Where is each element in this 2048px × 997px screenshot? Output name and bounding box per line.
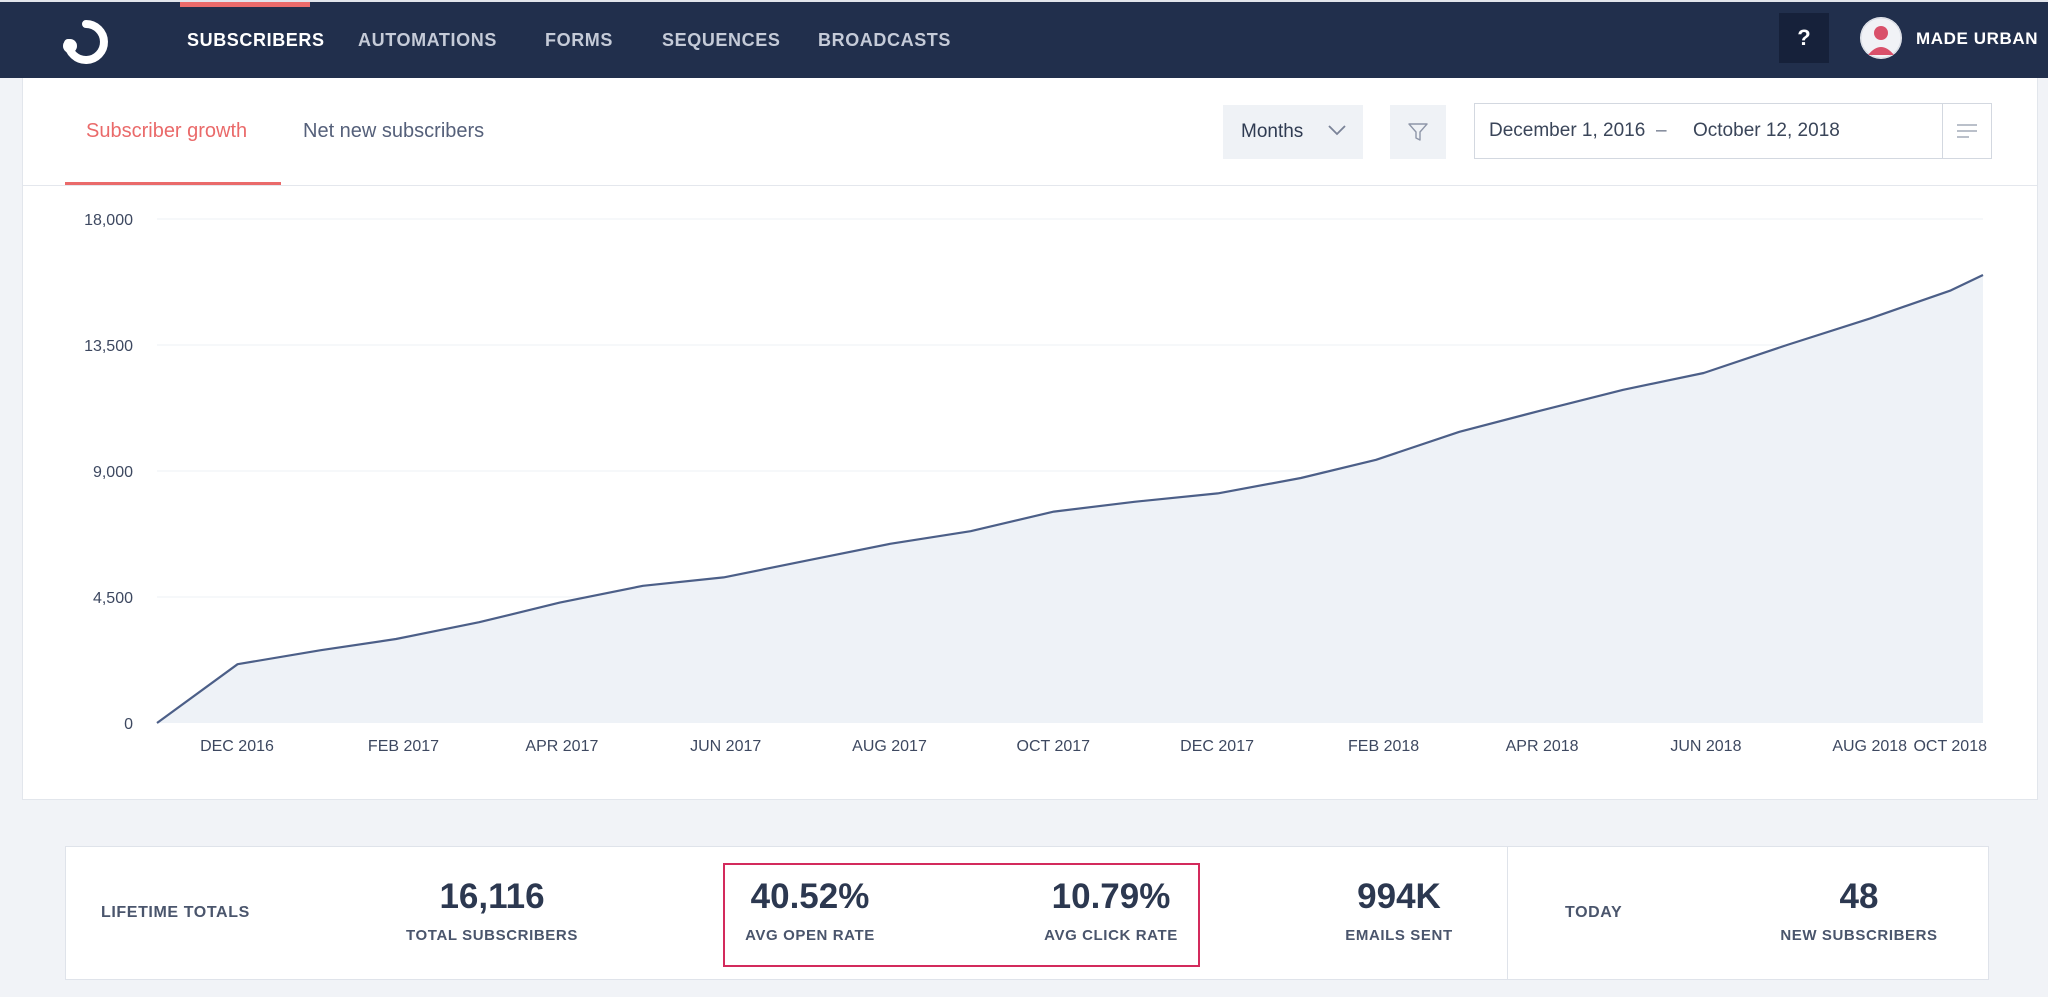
rate-highlight-box	[723, 863, 1200, 967]
y-tick-label: 13,500	[84, 338, 133, 355]
nav-sequences[interactable]: SEQUENCES	[662, 30, 781, 50]
x-tick-label: APR 2018	[1506, 738, 1579, 755]
emails-sent-stat: 994K EMAILS SENT	[1289, 877, 1509, 944]
click-rate-value: 10.79%	[1051, 877, 1171, 916]
x-tick-label: DEC 2017	[1180, 738, 1254, 755]
menu-lines-icon	[1957, 124, 1977, 138]
y-tick-label: 0	[124, 716, 133, 733]
total-subscribers-label: TOTAL SUBSCRIBERS	[406, 927, 578, 944]
subscriber-chart-card: 0 4,500 9,000 13,500 18,000 DEC 2016 FEB 2017 A…	[22, 78, 2038, 800]
x-tick-label: FEB 2018	[1348, 738, 1419, 755]
x-tick-label: FEB 2017	[368, 738, 439, 755]
filter-button[interactable]	[1390, 105, 1446, 159]
new-subscribers-value: 48	[1839, 877, 1879, 916]
x-tick-label: OCT 2017	[1017, 738, 1091, 755]
nav-forms[interactable]: FORMS	[545, 30, 613, 50]
y-tick-label: 4,500	[93, 590, 133, 607]
interval-select-value: Months	[1241, 121, 1304, 142]
series-line	[156, 274, 1984, 724]
nav-automations[interactable]: AUTOMATIONS	[358, 30, 497, 50]
open-rate-label: AVG OPEN RATE	[745, 927, 875, 944]
chevron-down-icon	[1328, 125, 1346, 136]
emails-sent-value: 994K	[1357, 877, 1441, 916]
chart-card-header: Subscriber growth Net new subscribers Mo…	[23, 78, 2037, 186]
y-tick-label: 9,000	[93, 464, 133, 481]
lifetime-totals-label: LIFETIME TOTALS	[101, 904, 250, 921]
convertkit-logo-icon[interactable]	[60, 18, 112, 66]
x-tick-label: DEC 2016	[200, 738, 274, 755]
series-area	[157, 275, 1983, 723]
subscriber-growth-chart: 0 4,500 9,000 13,500 18,000 DEC 2016 FEB 2017 A…	[84, 212, 1987, 755]
date-end[interactable]: October 12, 2018	[1693, 120, 1840, 141]
y-tick-label: 18,000	[84, 212, 133, 229]
nav-subscribers[interactable]: SUBSCRIBERS	[187, 30, 325, 50]
interval-select[interactable]: Months	[1223, 105, 1363, 159]
x-tick-label: APR 2017	[525, 738, 598, 755]
click-rate-label: AVG CLICK RATE	[1044, 927, 1178, 944]
open-rate-value: 40.52%	[750, 877, 870, 916]
open-rate-stat: 40.52% AVG OPEN RATE	[700, 877, 920, 944]
total-subscribers-stat: 16,116 TOTAL SUBSCRIBERS	[382, 877, 602, 944]
user-menu[interactable]: MADE URBAN	[1916, 29, 2039, 48]
user-avatar-icon[interactable]	[1860, 17, 1902, 59]
date-start[interactable]: December 1, 2016	[1489, 120, 1646, 141]
top-navigation: SUBSCRIBERS AUTOMATIONS FORMS SEQUENCES …	[0, 0, 2048, 78]
x-tick-label: AUG 2018	[1832, 738, 1907, 755]
help-button[interactable]: ?	[1779, 13, 1829, 63]
date-range-picker[interactable]: December 1, 2016 – October 12, 2018	[1474, 103, 1992, 159]
tab-net-new-subscribers[interactable]: Net new subscribers	[303, 120, 485, 142]
total-subscribers-value: 16,116	[439, 877, 545, 916]
new-subscribers-stat: 48 NEW SUBSCRIBERS	[1749, 877, 1969, 944]
nav-active-indicator	[180, 2, 310, 7]
date-separator: –	[1656, 120, 1667, 141]
x-tick-label: OCT 2018	[1913, 738, 1987, 755]
lifetime-stats-bar: LIFETIME TOTALS 16,116 TOTAL SUBSCRIBERS…	[65, 846, 1989, 980]
x-tick-label: AUG 2017	[852, 738, 927, 755]
emails-sent-label: EMAILS SENT	[1345, 927, 1453, 944]
x-tick-label: JUN 2018	[1670, 738, 1741, 755]
today-label: TODAY	[1565, 904, 1623, 921]
click-rate-stat: 10.79% AVG CLICK RATE	[1001, 877, 1221, 944]
filter-funnel-icon	[1408, 123, 1428, 141]
tab-subscriber-growth[interactable]: Subscriber growth	[86, 120, 248, 142]
today-divider	[1507, 847, 1508, 979]
new-subscribers-label: NEW SUBSCRIBERS	[1780, 927, 1938, 944]
date-range-menu-button[interactable]	[1942, 104, 1991, 158]
x-tick-label: JUN 2017	[690, 738, 761, 755]
nav-broadcasts[interactable]: BROADCASTS	[818, 30, 952, 50]
active-tab-indicator	[65, 182, 281, 185]
